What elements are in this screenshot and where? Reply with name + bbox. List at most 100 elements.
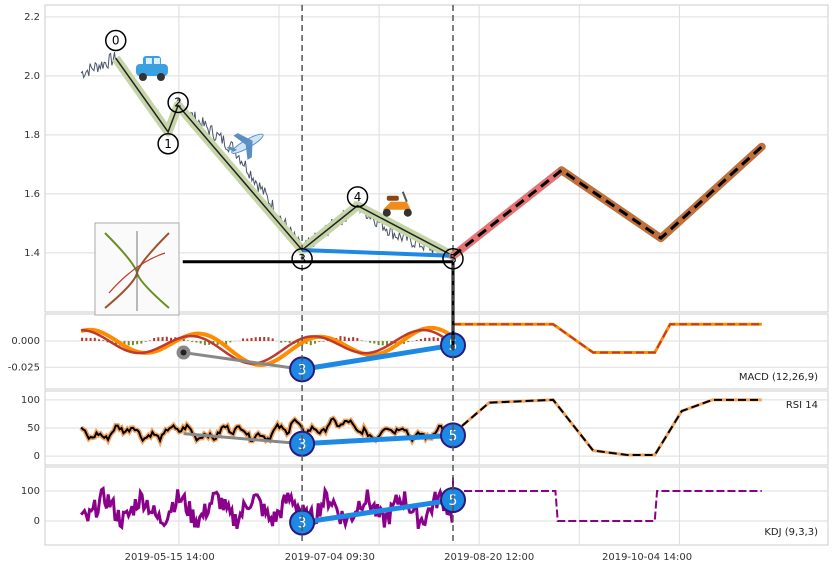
macd-bar: [123, 341, 126, 345]
kdj-line: [79, 485, 454, 531]
macd-bar: [419, 338, 422, 341]
macd-bar: [136, 341, 139, 345]
macd-bar: [191, 341, 194, 342]
macd-bar: [229, 341, 232, 343]
macd-bar: [161, 336, 164, 341]
macd-bar: [415, 340, 418, 341]
kdj-projection: [453, 490, 762, 522]
macd-bar: [199, 341, 202, 344]
macd-bar: [314, 341, 317, 344]
kdj-panel-label: KDJ (9,3,3): [764, 527, 818, 538]
y-tick-label: 100: [21, 486, 40, 497]
macd-bar: [242, 338, 245, 341]
macd-bar: [195, 341, 198, 343]
macd-bar: [356, 337, 359, 341]
macd-bar: [343, 336, 346, 341]
scooter-icon: [382, 191, 412, 217]
macd-bar: [170, 337, 173, 341]
y-tick-label: 100: [21, 395, 40, 406]
rsi-projection-dash: [452, 398, 762, 457]
macd-bar: [381, 341, 384, 346]
macd-bar: [127, 341, 130, 346]
macd-bar: [102, 340, 105, 341]
macd-bar: [360, 340, 363, 341]
y-tick-label: 1.6: [24, 189, 40, 200]
wave-circle: [167, 91, 189, 114]
macd-bar: [216, 341, 219, 345]
macd-bar: [131, 341, 134, 346]
macd-bar: [140, 341, 143, 344]
macd-bar: [386, 341, 389, 346]
macd-bar: [157, 337, 160, 341]
macd-bar: [89, 338, 92, 341]
macd-bar: [305, 341, 308, 344]
macd-bar: [267, 337, 270, 341]
macd-bar: [148, 340, 151, 341]
kdj-blue-segment: [301, 497, 454, 525]
wave-line: [115, 57, 454, 257]
macd-bar: [373, 341, 376, 344]
car-icon: [135, 56, 168, 81]
rsi-gray-segment: [183, 432, 303, 446]
y-tick-label: 1.4: [24, 248, 40, 259]
macd-bar: [182, 338, 185, 341]
macd-bar: [81, 337, 84, 341]
wave-label: 3: [298, 252, 306, 266]
y-tick-label: 50: [27, 423, 40, 434]
macd-signal-line: [81, 328, 452, 365]
macd-bar: [309, 341, 312, 346]
macd-bar: [402, 341, 405, 344]
airplane-icon: [226, 133, 264, 160]
y-tick-label: 2.0: [24, 71, 40, 82]
projection-dashed: [452, 145, 763, 258]
macd-bar: [352, 337, 355, 341]
y-tick-label: 2.2: [24, 12, 40, 23]
macd-bar: [165, 336, 168, 341]
y-tick-label: 1.8: [24, 130, 40, 141]
wave-circle: [442, 248, 464, 270]
macd-bar: [432, 337, 435, 341]
macd-bar: [203, 341, 206, 346]
macd-bar: [424, 337, 427, 341]
price-blue-segment: [302, 247, 454, 258]
wave-label: 4: [354, 190, 362, 204]
macd-bar: [318, 341, 321, 342]
macd-bar: [258, 337, 261, 341]
macd-bar: [280, 341, 283, 343]
x-tick-label: 2019-10-04 14:00: [602, 552, 692, 563]
macd-bar: [407, 341, 410, 343]
x-tick-label: 2019-05-15 14:00: [125, 552, 215, 563]
macd-bar: [144, 341, 147, 342]
x-tick-label: 2019-08-20 12:00: [444, 552, 534, 563]
macd-bar: [394, 341, 397, 345]
macd-blue-segment: [301, 342, 454, 372]
wave-circle: [291, 248, 313, 270]
macd-bar: [225, 341, 228, 345]
rsi-panel-label: RSI 14: [786, 400, 818, 411]
wave-circle: [346, 186, 369, 208]
rsi-blue-segment: [301, 432, 454, 447]
macd-gray-segment: [183, 351, 303, 371]
macd-bar: [369, 341, 372, 343]
rsi-wave3-label: 3: [298, 437, 307, 453]
macd-bar: [377, 341, 380, 346]
y-tick-label: 0: [34, 451, 40, 462]
thumbnail-image-icon: [94, 222, 180, 316]
macd-bar: [436, 337, 439, 341]
macd-bar: [98, 339, 101, 341]
macd-bar: [263, 336, 266, 341]
y-tick-label: -0.025: [8, 362, 40, 373]
wave-circle: [157, 133, 179, 155]
wave-circle: [105, 29, 127, 52]
wave-label: 1: [164, 137, 172, 151]
macd-bar: [322, 341, 325, 342]
y-tick-label: 0: [34, 516, 40, 527]
macd-bar: [153, 337, 156, 341]
macd-bar: [284, 341, 287, 343]
macd-bar: [339, 336, 342, 341]
macd-bar: [208, 341, 211, 345]
macd-bar: [246, 338, 249, 341]
macd-bar: [271, 338, 274, 341]
macd-bar: [288, 341, 291, 343]
